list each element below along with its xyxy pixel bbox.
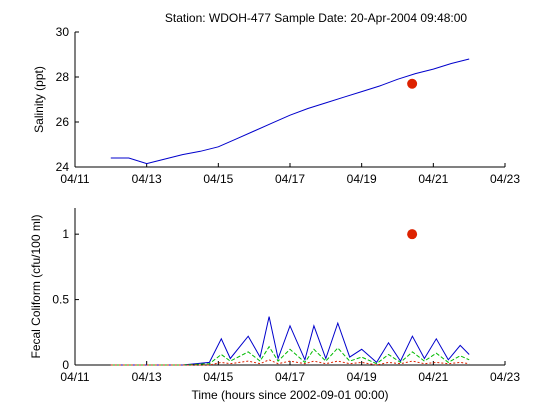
salinity-panel: 04/11 04/13 04/15 04/17 04/19 04/21 04/23 24 26 2…	[32, 25, 520, 186]
y-axis-label: Fecal Coliform (cfu/100 ml)	[29, 214, 43, 358]
x-tick-label: 04/21	[418, 172, 448, 186]
y-tick-label: 1	[62, 227, 69, 241]
y-axis-label: Salinity (ppt)	[32, 66, 46, 133]
series-line-0	[110, 58, 470, 165]
x-tick-label: 04/15	[203, 370, 233, 384]
y-tick-label: 0.5	[52, 293, 69, 307]
x-tick-label: 04/17	[275, 370, 305, 384]
x-tick-label: 04/13	[132, 370, 162, 384]
y-tick-label: 26	[56, 115, 70, 129]
figure-title: Station: WDOH-477 Sample Date: 20-Apr-20…	[165, 11, 467, 25]
x-tick-label: 04/11	[60, 370, 89, 384]
x-tick-label: 04/19	[347, 172, 377, 186]
x-tick-label: 04/17	[275, 172, 305, 186]
series-line-0	[110, 316, 470, 366]
y-tick-label: 0	[62, 358, 69, 372]
x-axis-label: Time (hours since 2002-09-01 00:00)	[192, 388, 389, 402]
x-tick-label: 04/11	[60, 172, 89, 186]
y-tick-label: 30	[56, 25, 70, 39]
y-tick-label: 28	[56, 70, 70, 84]
x-tick-label: 04/23	[490, 172, 520, 186]
sample-point-marker	[407, 78, 418, 89]
y-tick-label: 24	[56, 160, 70, 174]
x-tick-label: 04/21	[418, 370, 448, 384]
x-tick-label: 04/15	[203, 172, 233, 186]
x-tick-label: 04/13	[132, 172, 162, 186]
x-tick-label: 04/19	[347, 370, 377, 384]
x-tick-label: 04/23	[490, 370, 520, 384]
fecal-coliform-panel: 04/11 04/13 04/15 04/17 04/19 04/21 04/23 0 0.5 1…	[29, 208, 520, 402]
sample-point-marker	[407, 229, 418, 240]
